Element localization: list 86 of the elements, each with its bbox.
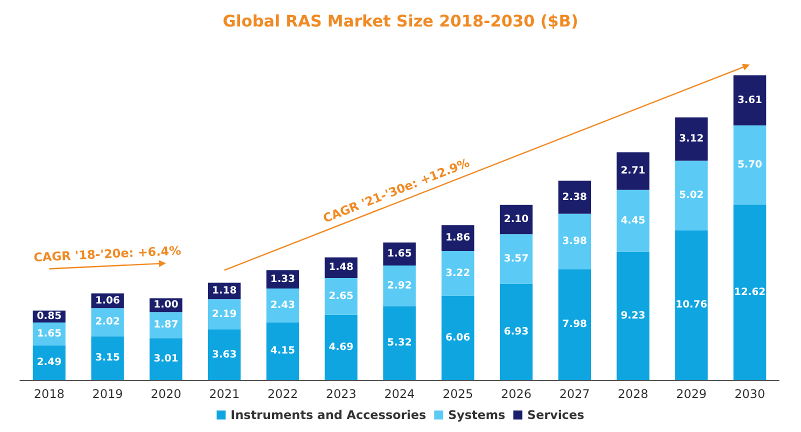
data-label: 3.15 (95, 352, 120, 364)
bar (324, 278, 358, 315)
data-label: 3.12 (679, 134, 704, 145)
bar (266, 322, 300, 380)
legend-label: Systems (448, 408, 506, 422)
bar (558, 269, 591, 380)
data-label: 3.61 (737, 94, 762, 106)
data-label: 1.86 (446, 232, 470, 244)
bar (675, 230, 708, 380)
x-tick-label: 2022 (267, 387, 298, 401)
data-label: 0.85 (36, 311, 62, 322)
bar (733, 125, 766, 205)
data-label: 3.22 (446, 268, 470, 279)
bar (558, 214, 591, 270)
data-label: 9.23 (620, 310, 646, 322)
x-tick-label: 2024 (384, 387, 415, 401)
x-tick-label: 2019 (92, 387, 123, 401)
legend-label: Services (527, 408, 584, 422)
data-label: 5.02 (679, 190, 704, 202)
bar (150, 338, 182, 380)
bar (733, 75, 766, 126)
x-tick-label: 2018 (34, 387, 64, 401)
x-tick-label: 2026 (500, 387, 532, 401)
data-label: 1.06 (95, 295, 120, 306)
bar (500, 284, 533, 380)
bar (208, 299, 241, 330)
bar (442, 296, 474, 380)
data-label: 1.65 (387, 248, 412, 260)
data-label: 1.18 (212, 285, 237, 296)
bar (150, 312, 182, 338)
x-tick-label: 2028 (618, 387, 648, 401)
bar (32, 345, 66, 380)
annotation: CAGR '18-'20e: +6.4% (33, 244, 182, 265)
bar (442, 251, 474, 296)
data-label: 2.71 (620, 166, 646, 177)
data-label: 2.43 (270, 300, 296, 311)
x-tick-label: 2023 (326, 387, 356, 401)
data-label: 3.01 (154, 354, 178, 365)
chart-title: Global RAS Market Size 2018-2030 ($B) (222, 12, 578, 30)
bar (383, 265, 416, 306)
x-tick-label: 2020 (150, 387, 182, 401)
bar (324, 314, 358, 380)
data-label: 5.70 (737, 160, 762, 171)
data-label: 1.48 (328, 262, 354, 274)
x-tick-label: 2027 (559, 387, 590, 401)
data-label: 4.15 (270, 346, 296, 357)
data-label: 2.65 (328, 290, 354, 302)
data-label: 2.10 (504, 214, 529, 225)
x-tick-label: 2021 (209, 387, 240, 401)
bar (91, 308, 124, 336)
data-label: 3.57 (504, 253, 529, 264)
data-label: 6.06 (446, 332, 470, 344)
data-label: 10.76 (676, 300, 708, 311)
data-label: 4.69 (328, 342, 354, 353)
bar (616, 152, 650, 190)
data-label: 4.45 (620, 215, 646, 226)
data-label: 2.38 (562, 192, 588, 203)
data-label: 3.63 (212, 349, 237, 360)
bar (500, 234, 533, 284)
bar (383, 306, 416, 380)
legend-label: Instruments and Accessories (230, 408, 426, 422)
bar (675, 117, 708, 161)
data-label: 1.65 (36, 328, 62, 340)
x-tick-label: 2025 (442, 387, 474, 401)
data-label: 2.02 (95, 316, 120, 328)
data-label: 1.87 (154, 320, 178, 331)
data-label: 1.33 (270, 274, 296, 285)
data-label: 1.00 (154, 300, 178, 311)
data-label: 2.92 (387, 280, 412, 292)
bar (616, 190, 650, 252)
data-label: 7.98 (562, 319, 588, 330)
bar (616, 252, 650, 380)
bar (733, 204, 766, 380)
x-tick-label: 2029 (676, 387, 707, 401)
bar (675, 160, 708, 230)
bar (558, 180, 591, 214)
data-label: 2.19 (212, 308, 237, 320)
data-label: 5.32 (387, 338, 412, 349)
x-tick-label: 2030 (734, 387, 766, 401)
data-label: 6.93 (504, 326, 529, 338)
bar (208, 330, 241, 380)
bar (91, 336, 124, 380)
bar (266, 288, 300, 322)
data-label: 2.49 (36, 357, 62, 368)
data-label: 12.62 (734, 286, 766, 298)
data-label: 3.98 (562, 236, 588, 247)
